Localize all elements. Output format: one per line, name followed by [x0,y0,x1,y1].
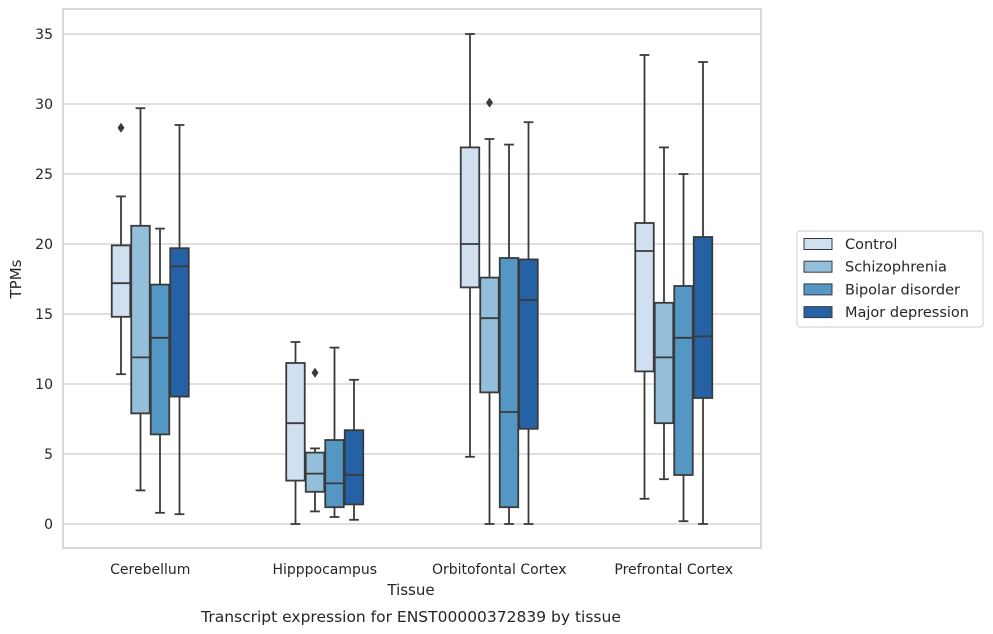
box-0-2 [149,227,171,514]
y-tick-label: 35 [35,27,53,43]
box-body [459,146,481,289]
x-tick-label: Orbitofontal Cortex [432,562,567,578]
box-0-3 [169,124,190,516]
box-3-3 [692,61,714,525]
box-1-3 [343,378,365,521]
legend-label: Major depression [845,305,969,321]
box-1-2 [324,346,345,518]
legend-frame [796,230,984,328]
grid-lines [63,33,761,525]
y-tick-label: 0 [44,517,53,533]
y-tick-label: 15 [35,307,53,323]
box-body [324,439,345,509]
y-tick-label: 25 [35,167,53,183]
y-axis-ticks: 0 5 10 15 20 25 30 35 [35,27,53,533]
box-body [692,236,714,399]
legend-label: Schizophrenia [845,260,947,276]
y-tick-label: 10 [35,377,53,393]
box-0-0 [110,122,132,376]
legend: Control Schizophrenia Bipolar disorder Majo… [796,230,984,328]
box-3-2 [673,173,694,523]
legend-swatch [803,238,833,250]
plot-frame [62,8,762,549]
box-body [343,429,365,506]
x-tick-label: Cerebellum [110,562,190,578]
box-2-0 [459,33,481,458]
y-axis-label: TPMs [7,259,25,299]
box-body [110,244,132,318]
outlier-point [311,367,319,378]
legend-swatch [803,260,833,273]
box-1-0 [285,341,306,525]
box-2-1 [479,97,500,525]
x-tick-label: Prefrontal Cortex [614,562,733,578]
box-1-1 [304,367,326,513]
legend-swatch [803,283,833,296]
x-axis-label: Tissue [386,581,434,599]
chart-caption: Transcript expression for ENST0000037283… [200,608,621,626]
box-plots [110,33,714,525]
box-0-1 [130,107,151,492]
box-3-1 [653,146,675,481]
box-3-0 [634,54,655,500]
box-body [634,222,655,373]
box-body [518,258,539,430]
outlier-point [486,97,493,108]
box-2-3 [518,121,539,525]
y-tick-label: 30 [35,97,53,113]
box-body [130,224,151,415]
x-tick-label: Hipppocampus [272,562,377,578]
box-body [673,285,694,476]
box-body [285,362,306,482]
y-tick-label: 20 [35,237,53,253]
box-body [304,451,326,493]
box-body [149,283,171,436]
box-2-2 [498,143,520,525]
legend-swatch [803,306,833,319]
legend-label: Bipolar disorder [845,282,960,298]
outlier-point [117,122,125,133]
box-body [479,276,500,394]
legend-label: Control [845,237,897,253]
box-body [653,301,675,425]
y-tick-label: 5 [44,447,53,463]
box-body [169,247,190,398]
box-body [498,257,520,509]
x-axis-ticks: Cerebellum Hipppocampus Orbitofontal Corte… [110,562,733,578]
